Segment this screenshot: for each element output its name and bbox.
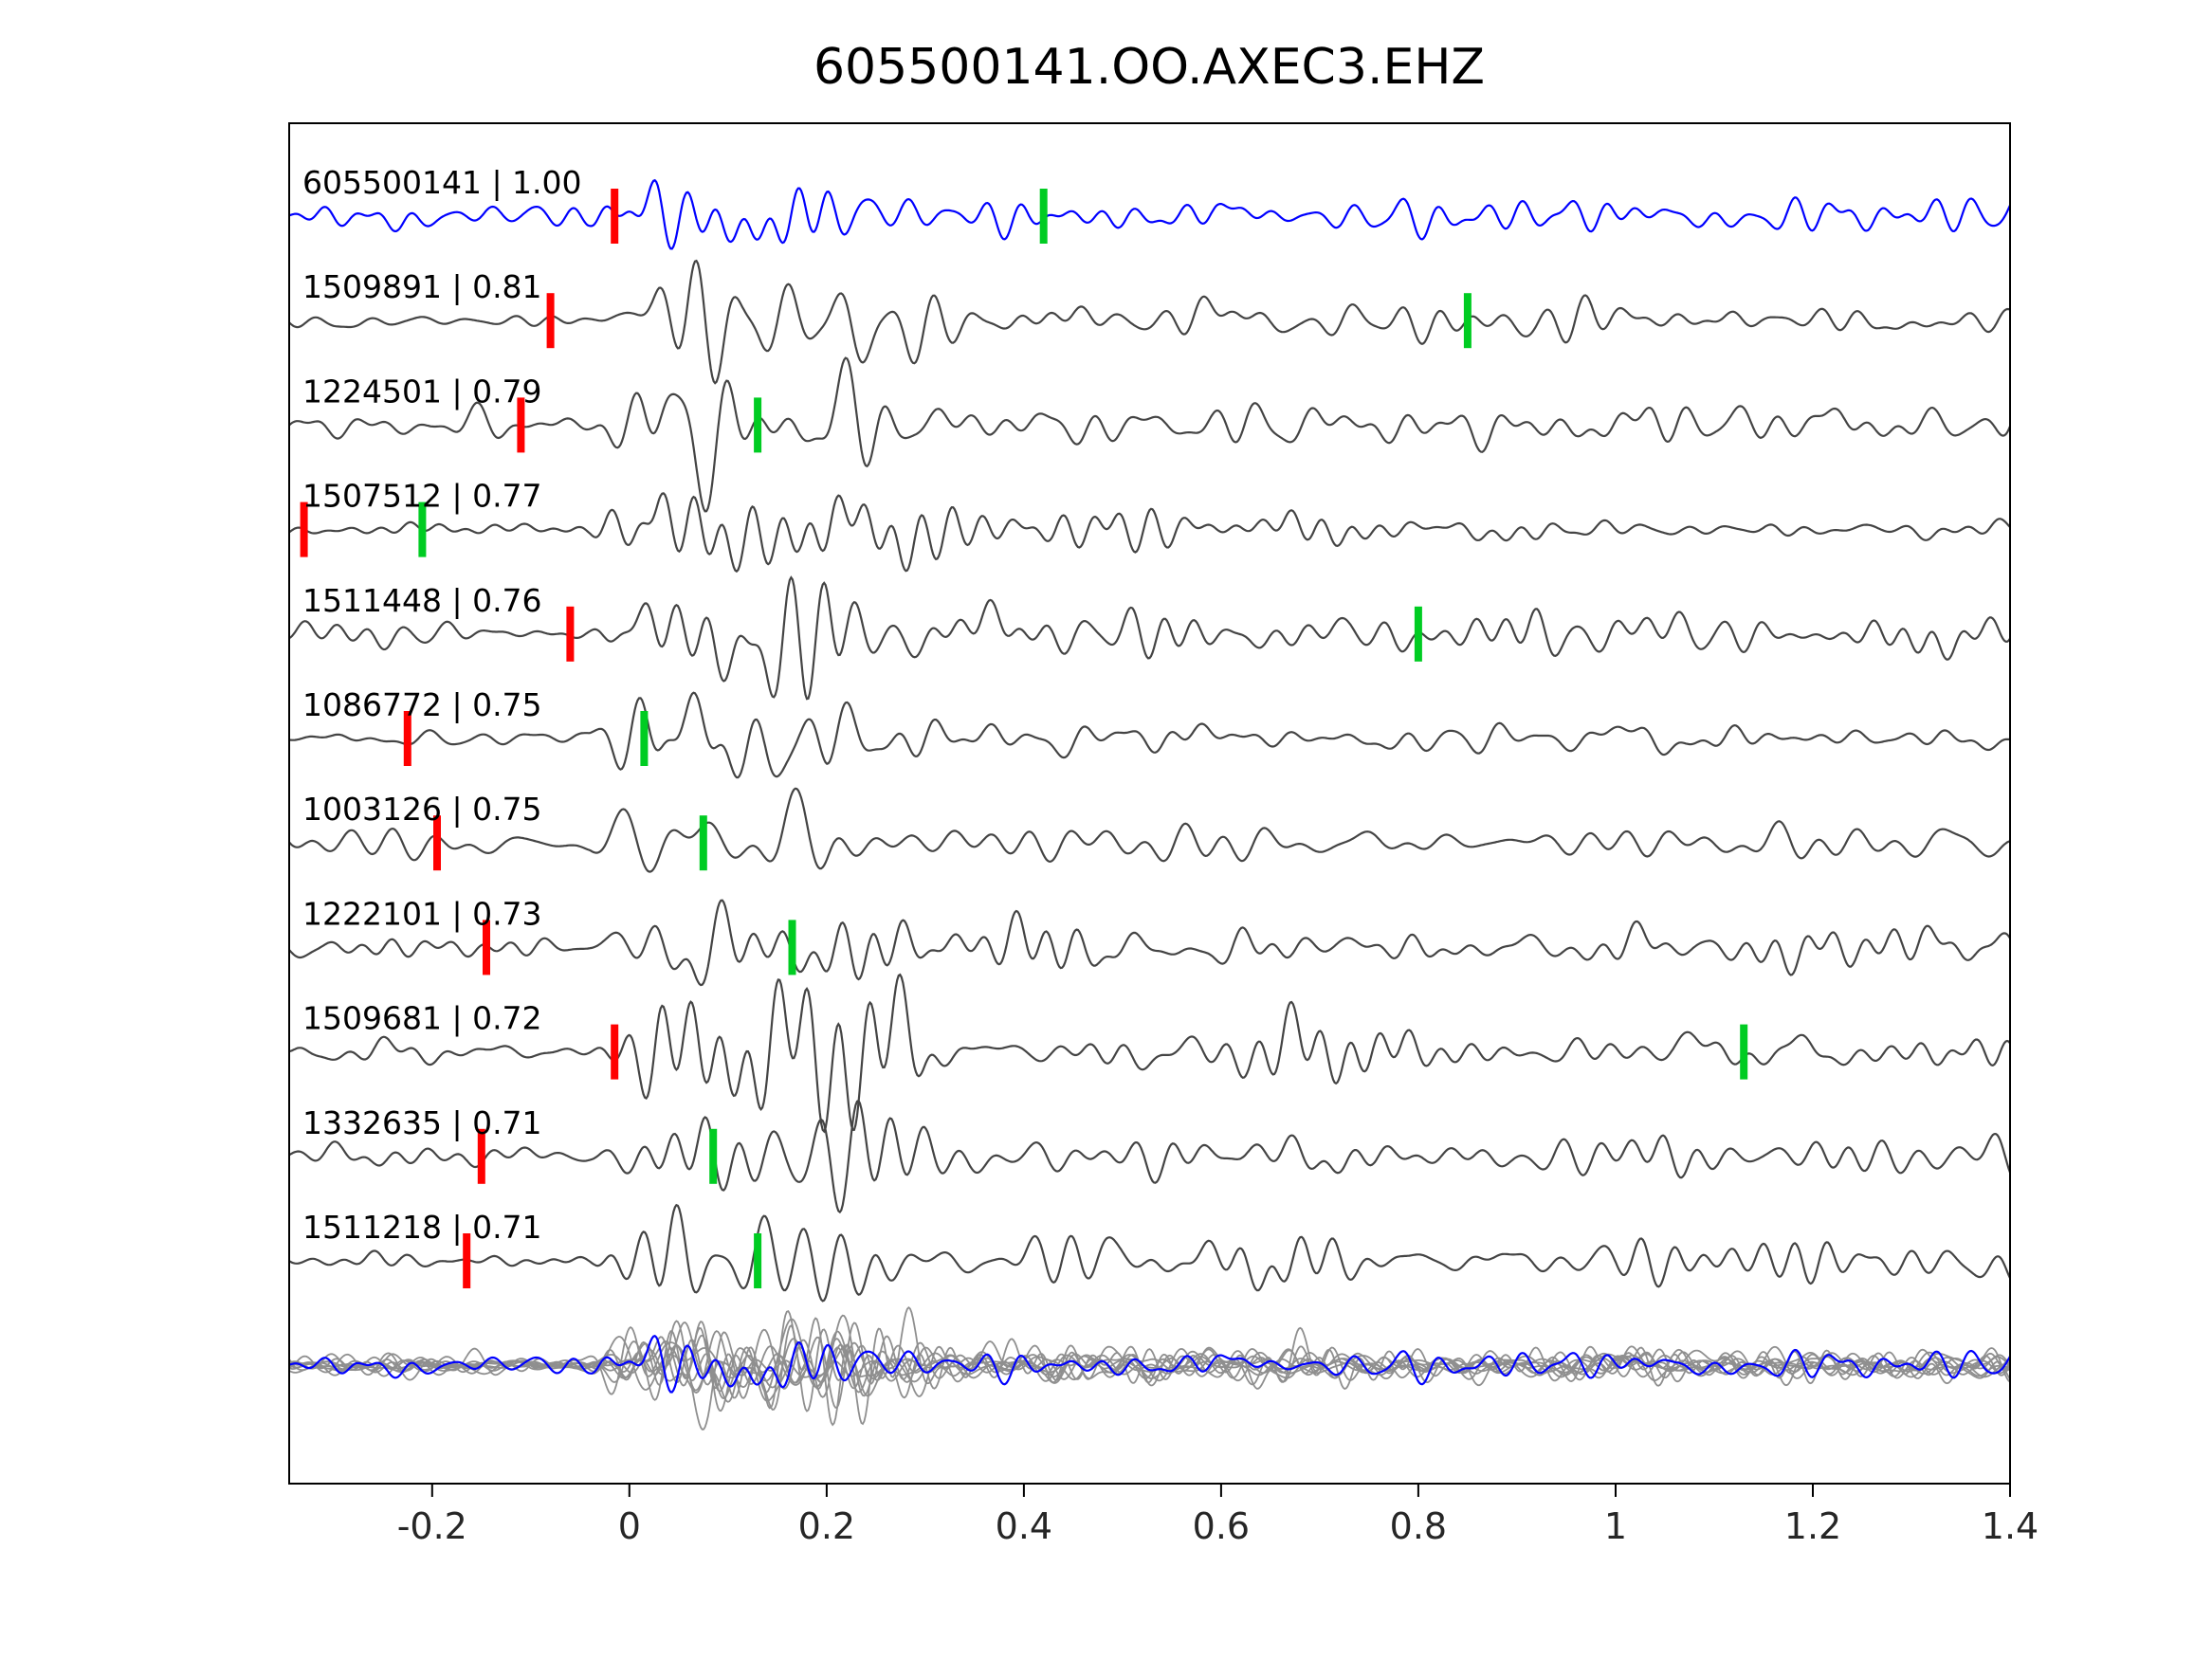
trace-label-1224501: 1224501 | 0.79 bbox=[302, 373, 542, 410]
x-tick-label: 1.4 bbox=[1982, 1505, 2038, 1547]
x-tick-label: -0.2 bbox=[397, 1505, 467, 1547]
x-tick-label: 0.2 bbox=[798, 1505, 855, 1547]
trace-label-1511448: 1511448 | 0.76 bbox=[302, 582, 542, 619]
x-tick-label: 0.8 bbox=[1390, 1505, 1447, 1547]
trace-waveform-1507512 bbox=[289, 492, 2010, 574]
red-pick-marker-605500141 bbox=[611, 189, 619, 244]
trace-waveform-1086772 bbox=[289, 691, 2010, 779]
traces-layer bbox=[289, 178, 2010, 1431]
trace-waveform-1511448 bbox=[289, 575, 2010, 701]
overlay-trace-1222101 bbox=[289, 1330, 2010, 1394]
trace-waveform-1509681 bbox=[289, 973, 2010, 1134]
red-pick-marker-1224501 bbox=[517, 397, 525, 453]
green-pick-marker-1332635 bbox=[709, 1128, 718, 1184]
axis-layer: -0.2 0 0.2 0.4 0.6 0.8 1 1.2 1.4 bbox=[288, 122, 2038, 1547]
green-pick-marker-1224501 bbox=[754, 397, 762, 453]
trace-waveform-1332635 bbox=[289, 1099, 2010, 1214]
green-pick-marker-1509681 bbox=[1740, 1024, 1748, 1080]
trace-waveform-1003126 bbox=[289, 787, 2010, 873]
red-pick-marker-1511218 bbox=[463, 1233, 471, 1288]
overlay-trace-1003126 bbox=[289, 1318, 2010, 1391]
trace-label-1509681: 1509681 | 0.72 bbox=[302, 1000, 542, 1037]
x-tick-label: 0 bbox=[618, 1505, 641, 1547]
green-pick-marker-1511448 bbox=[1414, 606, 1422, 662]
trace-label-1332635: 1332635 | 0.71 bbox=[302, 1104, 542, 1141]
trace-waveform-1509891 bbox=[289, 259, 2010, 385]
trace-waveform-1222101 bbox=[289, 899, 2010, 987]
trace-label-1222101: 1222101 | 0.73 bbox=[302, 895, 542, 932]
red-pick-marker-1509681 bbox=[611, 1024, 619, 1080]
overlay-trace-1332635 bbox=[289, 1322, 2010, 1409]
red-pick-marker-1222101 bbox=[483, 920, 490, 975]
plot-frame bbox=[288, 122, 2011, 1485]
trace-waveform-1511218 bbox=[289, 1203, 2010, 1303]
trace-label-605500141: 605500141 | 1.00 bbox=[302, 164, 582, 201]
trace-label-1086772: 1086772 | 0.75 bbox=[302, 686, 542, 723]
red-pick-marker-1086772 bbox=[403, 711, 411, 766]
overlay-template-trace bbox=[289, 1334, 2010, 1394]
red-pick-marker-1003126 bbox=[433, 815, 441, 871]
trace-waveform-605500141 bbox=[289, 178, 2010, 250]
x-tick-label: 0.4 bbox=[996, 1505, 1052, 1547]
green-pick-marker-1222101 bbox=[788, 920, 796, 975]
trace-label-1003126: 1003126 | 0.75 bbox=[302, 791, 542, 828]
overlay-trace-1511218 bbox=[289, 1320, 2010, 1398]
green-pick-marker-1003126 bbox=[699, 815, 707, 871]
green-pick-marker-1507512 bbox=[418, 501, 427, 557]
green-pick-marker-1511218 bbox=[754, 1233, 762, 1288]
red-pick-marker-1507512 bbox=[300, 501, 308, 557]
green-pick-marker-1509891 bbox=[1463, 293, 1472, 349]
trace-waveform-1224501 bbox=[289, 356, 2010, 513]
trace-labels-layer: 605500141 | 1.00 1509891 | 0.81 1224501 | … bbox=[302, 164, 582, 1246]
trace-label-1511218: 1511218 | 0.71 bbox=[302, 1209, 542, 1246]
chart-title: 605500141.OO.AXEC3.EHZ bbox=[814, 39, 1485, 96]
red-pick-marker-1509891 bbox=[546, 293, 555, 349]
green-pick-marker-1086772 bbox=[640, 711, 649, 766]
green-pick-marker-605500141 bbox=[1039, 189, 1048, 244]
trace-label-1509891: 1509891 | 0.81 bbox=[302, 268, 542, 305]
x-tick-label: 1 bbox=[1604, 1505, 1627, 1547]
red-pick-marker-1332635 bbox=[477, 1128, 485, 1184]
red-pick-marker-1511448 bbox=[566, 606, 575, 662]
trace-label-1507512: 1507512 | 0.77 bbox=[302, 478, 542, 515]
x-tick-label: 0.6 bbox=[1193, 1505, 1250, 1547]
x-tick-label: 1.2 bbox=[1784, 1505, 1841, 1547]
